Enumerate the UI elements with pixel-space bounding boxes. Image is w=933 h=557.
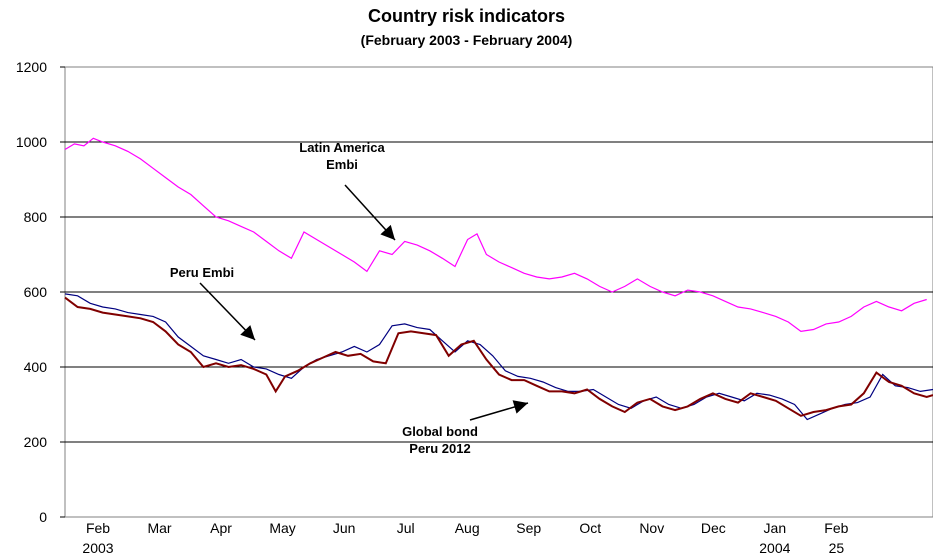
annotation-text: Peru Embi bbox=[170, 265, 234, 280]
x-tick-label: Nov bbox=[639, 520, 664, 536]
annotation-text: Global bond bbox=[402, 424, 478, 439]
x-tick-label: Dec bbox=[701, 520, 726, 536]
x-tick-label: Oct bbox=[579, 520, 601, 536]
y-tick-label: 600 bbox=[24, 284, 48, 300]
x-tick-label: May bbox=[269, 520, 295, 536]
annotations: Latin America Embi Peru Embi Global bond Per… bbox=[170, 140, 529, 456]
series-line bbox=[64, 137, 927, 333]
x-tick-label: Apr bbox=[210, 520, 232, 536]
x-tick-label: Feb bbox=[86, 520, 110, 536]
arrow-head bbox=[240, 325, 255, 340]
x-tick-label: Aug bbox=[455, 520, 480, 536]
gridlines bbox=[65, 141, 933, 443]
annotation-text: Latin America bbox=[299, 140, 385, 155]
y-tick-label: 200 bbox=[24, 434, 48, 450]
x-axis-ticks: Feb 2003 Mar Apr May Jun Jul Aug Sep Oct Nov Dec Jan… bbox=[82, 520, 848, 556]
arrow-head bbox=[380, 224, 395, 240]
x-tick-sublabel: 2004 bbox=[759, 540, 790, 556]
x-tick-sublabel: 25 bbox=[829, 540, 845, 556]
x-tick-label: Jul bbox=[397, 520, 415, 536]
y-axis-ticks: 0 200 400 600 800 1000 1200 bbox=[16, 59, 65, 525]
x-tick-sublabel: 2003 bbox=[82, 540, 113, 556]
chart-subtitle: (February 2003 - February 2004) bbox=[360, 32, 573, 48]
x-tick-label: Feb bbox=[824, 520, 848, 536]
series-line bbox=[64, 293, 933, 421]
y-tick-label: 1000 bbox=[16, 134, 47, 150]
x-tick-label: Jan bbox=[764, 520, 787, 536]
x-tick-label: Sep bbox=[516, 520, 541, 536]
series-line bbox=[64, 296, 933, 417]
y-tick-label: 1200 bbox=[16, 59, 47, 75]
annotation-text: Embi bbox=[326, 157, 358, 172]
y-tick-label: 400 bbox=[24, 359, 48, 375]
arrow-head bbox=[512, 400, 528, 414]
y-tick-label: 0 bbox=[39, 509, 47, 525]
series-lines bbox=[64, 137, 933, 421]
annotation-text: Peru 2012 bbox=[409, 441, 470, 456]
y-tick-label: 800 bbox=[24, 209, 48, 225]
x-tick-label: Jun bbox=[333, 520, 356, 536]
chart-title: Country risk indicators bbox=[367, 6, 566, 26]
x-tick-label: Mar bbox=[147, 520, 171, 536]
